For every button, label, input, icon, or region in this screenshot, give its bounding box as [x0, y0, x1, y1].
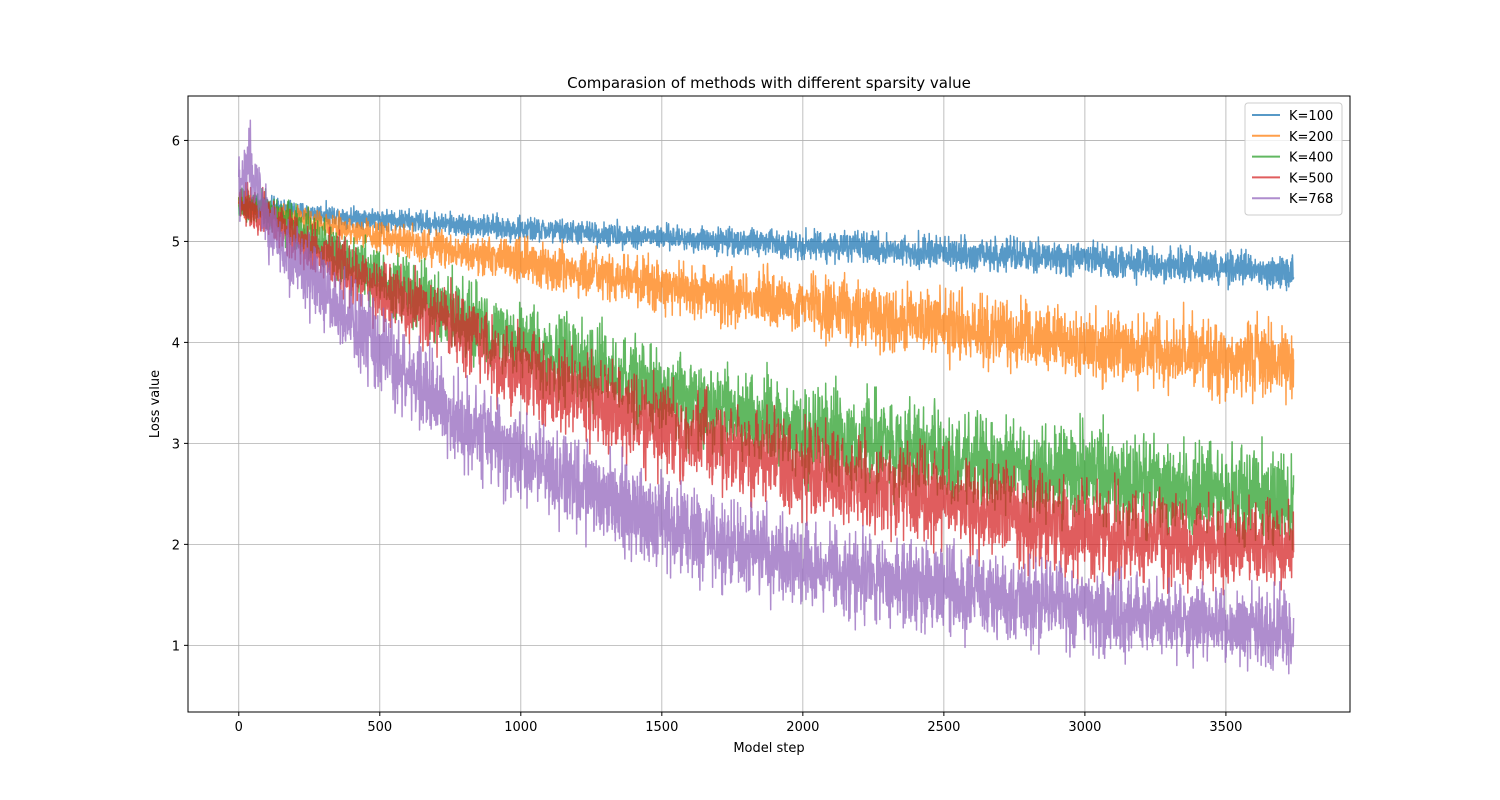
x-tick-label: 0 — [235, 720, 243, 735]
x-axis-label: Model step — [733, 741, 804, 756]
legend-label: K=100 — [1289, 109, 1333, 124]
legend-label: K=200 — [1289, 130, 1333, 145]
x-tick-label: 2500 — [927, 720, 960, 735]
plot-frame — [187, 95, 1351, 713]
x-tick-label: 3500 — [1209, 720, 1242, 735]
x-tick-label: 1000 — [504, 720, 537, 735]
x-tick-label: 1500 — [645, 720, 678, 735]
y-tick-label: 3 — [172, 437, 180, 452]
y-tick-label: 4 — [172, 336, 180, 351]
x-tick-label: 500 — [367, 720, 392, 735]
legend-label: K=400 — [1289, 151, 1333, 166]
series-line-k-500 — [238, 181, 1295, 596]
axis-ticks: 0 500 1000 1500 2000 2500 3000 3500 1 2 3 4 5 6 — [172, 134, 1243, 735]
y-axis-label: Loss value — [148, 370, 163, 438]
legend-label: K=768 — [1289, 192, 1333, 207]
y-tick-label: 6 — [172, 134, 180, 149]
series-lines — [238, 119, 1295, 675]
legend: K=100 K=200 K=400 K=500 K=768 — [1244, 102, 1343, 216]
x-tick-label: 2000 — [786, 720, 819, 735]
chart-title: Comparasion of methods with different sp… — [567, 74, 971, 92]
y-tick-label: 5 — [172, 235, 180, 250]
legend-box — [1244, 102, 1343, 216]
legend-label: K=500 — [1289, 171, 1333, 186]
y-tick-label: 1 — [172, 639, 180, 654]
series-line-k-200 — [238, 193, 1295, 406]
series-line-k-768 — [238, 119, 1295, 675]
y-tick-label: 2 — [172, 538, 180, 553]
series-line-k-100 — [238, 194, 1295, 292]
x-tick-label: 3000 — [1068, 720, 1101, 735]
